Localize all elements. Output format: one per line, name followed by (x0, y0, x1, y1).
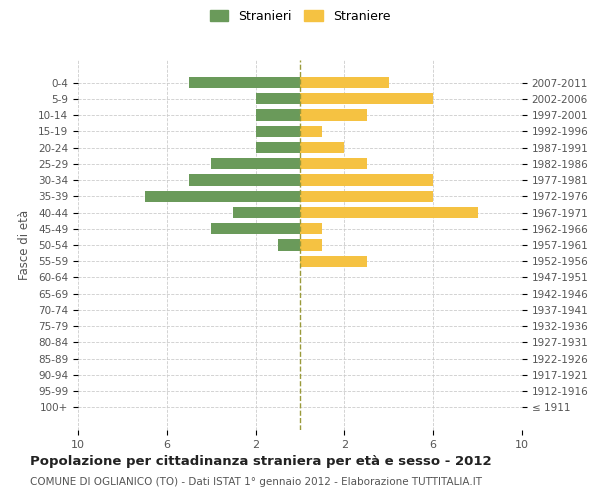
Bar (300, 110, 367, 120)
Bar (189, 174, 300, 186)
Bar (256, 93, 300, 104)
Bar (300, 174, 433, 186)
Bar (300, 207, 478, 218)
Bar (189, 77, 300, 88)
Bar (211, 223, 300, 234)
Bar (278, 240, 300, 250)
Y-axis label: Fasce di età: Fasce di età (18, 210, 31, 280)
Bar (300, 158, 367, 170)
Text: Popolazione per cittadinanza straniera per età e sesso - 2012: Popolazione per cittadinanza straniera p… (30, 455, 491, 468)
Legend: Stranieri, Straniere: Stranieri, Straniere (206, 6, 394, 26)
Bar (300, 93, 433, 104)
Bar (300, 77, 389, 88)
Bar (256, 126, 300, 137)
Bar (233, 207, 300, 218)
Y-axis label: Anni di nascita: Anni di nascita (596, 202, 600, 288)
Bar (145, 190, 300, 202)
Bar (256, 110, 300, 120)
Bar (300, 126, 322, 137)
Bar (300, 190, 433, 202)
Bar (211, 158, 300, 170)
Bar (300, 142, 344, 153)
Bar (300, 240, 322, 250)
Bar (300, 223, 322, 234)
Bar (300, 256, 367, 267)
Bar (256, 142, 300, 153)
Text: COMUNE DI OGLIANICO (TO) - Dati ISTAT 1° gennaio 2012 - Elaborazione TUTTITALIA.: COMUNE DI OGLIANICO (TO) - Dati ISTAT 1°… (30, 477, 482, 487)
